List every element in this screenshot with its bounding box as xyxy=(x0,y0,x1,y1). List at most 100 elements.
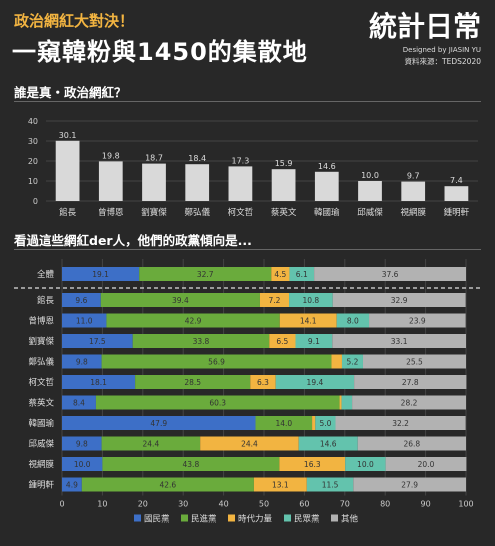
data-label: 17.5 xyxy=(89,337,106,346)
data-label: 25.5 xyxy=(406,358,423,367)
data-label: 33.8 xyxy=(193,337,210,346)
data-label: 14.6 xyxy=(320,440,337,449)
bar-segment xyxy=(315,416,336,430)
data-label: 14.6 xyxy=(318,162,336,171)
x-tick-label: 劉寶傑 xyxy=(141,207,167,218)
y-tick-label: 40 xyxy=(28,117,38,126)
bar-segment xyxy=(62,457,103,471)
data-label: 24.4 xyxy=(143,440,160,449)
x-tick-label: 韓國瑜 xyxy=(314,207,340,218)
legend-swatch xyxy=(284,514,291,522)
legend-swatch xyxy=(331,514,338,522)
data-label: 8.0 xyxy=(347,317,359,326)
bar xyxy=(271,169,296,201)
bar-segment xyxy=(345,457,386,471)
bar-segment xyxy=(106,313,280,328)
bar xyxy=(55,140,80,201)
data-label: 15.9 xyxy=(275,159,293,168)
bar-segment xyxy=(341,395,353,410)
legend-label: 民進黨 xyxy=(191,514,217,525)
y-tick-label: 視網膜 xyxy=(28,459,54,470)
bar-segment xyxy=(200,436,299,451)
bar-segment xyxy=(314,267,466,281)
data-label: 17.3 xyxy=(231,156,249,165)
data-label: 10.8 xyxy=(303,296,320,305)
data-label: 18.4 xyxy=(188,154,206,163)
brand-block: 統計日常 der Designed by JIASIN YU 資料來源：TEDS… xyxy=(369,12,481,67)
data-label: 6.1 xyxy=(296,270,308,279)
data-label: 20.0 xyxy=(418,460,435,469)
data-label: 9.7 xyxy=(407,172,420,181)
bar-segment xyxy=(385,457,467,471)
data-label: 19.1 xyxy=(92,270,109,279)
data-label: 5.0 xyxy=(319,419,331,428)
bar-segment xyxy=(353,477,466,492)
y-tick-label: 30 xyxy=(28,137,38,146)
x-tick-label: 50 xyxy=(259,500,269,509)
bar-segment xyxy=(332,334,466,348)
bar-segment xyxy=(255,416,313,430)
x-tick-label: 30 xyxy=(178,500,188,509)
x-tick-label: 70 xyxy=(340,500,350,509)
bar-segment xyxy=(95,395,340,410)
y-tick-label: 邱威傑 xyxy=(28,439,54,450)
data-label: 28.2 xyxy=(401,399,418,408)
bar-segment xyxy=(101,436,201,451)
bar-segment xyxy=(271,267,290,281)
bar-segment xyxy=(336,313,370,328)
data-label: 11.5 xyxy=(322,481,339,490)
data-label: 4.5 xyxy=(274,270,286,279)
y-tick-label: 劉寶傑 xyxy=(28,336,54,347)
data-label: 18.1 xyxy=(90,378,107,387)
bar-segment xyxy=(62,354,102,369)
data-label: 33.1 xyxy=(391,337,408,346)
bar xyxy=(401,181,426,201)
data-label: 39.4 xyxy=(172,296,189,305)
data-label: 27.8 xyxy=(402,378,419,387)
x-tick-label: 蔡英文 xyxy=(271,207,297,218)
data-label: 6.5 xyxy=(276,337,288,346)
bar-segment xyxy=(62,477,82,492)
data-label: 30.1 xyxy=(59,131,77,140)
legend-label: 國民黨 xyxy=(144,514,170,525)
data-label: 14.0 xyxy=(275,419,292,428)
bar-segment xyxy=(62,436,102,451)
data-label: 14.1 xyxy=(300,317,317,326)
bar-segment xyxy=(135,375,251,389)
x-tick-label: 80 xyxy=(380,500,390,509)
bar-segment xyxy=(62,416,256,430)
bar-segment xyxy=(275,375,355,389)
bar-segment xyxy=(341,354,363,369)
bar-segment xyxy=(62,293,101,307)
bar-segment xyxy=(102,457,280,471)
bar-segment xyxy=(352,395,466,410)
data-label: 26.8 xyxy=(404,440,421,449)
bar-segment xyxy=(289,293,333,307)
data-label: 32.2 xyxy=(392,419,409,428)
section1-title: 誰是真・政治網紅？ xyxy=(14,85,127,100)
bar-segment xyxy=(62,334,133,348)
data-label: 9.8 xyxy=(76,440,88,449)
legend-label: 其他 xyxy=(341,514,359,525)
x-tick-label: 曾博恩 xyxy=(98,207,124,218)
data-label: 13.1 xyxy=(272,481,289,490)
x-tick-label: 60 xyxy=(299,500,309,509)
bar xyxy=(185,164,210,201)
data-label: 27.9 xyxy=(401,481,418,490)
data-label: 47.9 xyxy=(150,419,167,428)
data-label: 56.9 xyxy=(208,358,225,367)
data-label: 6.3 xyxy=(257,378,269,387)
data-label: 10.0 xyxy=(74,460,91,469)
bar-segment xyxy=(100,293,260,307)
bar-segment xyxy=(259,293,290,307)
designed-by: Designed by JIASIN YU xyxy=(402,46,481,54)
y-tick-label: 蔡英文 xyxy=(28,398,54,409)
x-tick-label: 90 xyxy=(421,500,431,509)
data-label: 60.3 xyxy=(209,399,226,408)
data-label: 9.6 xyxy=(75,296,87,305)
bar-segment xyxy=(62,395,96,410)
y-tick-label: 館長 xyxy=(37,295,55,306)
bar-segment xyxy=(62,375,136,389)
x-tick-label: 鄭弘儀 xyxy=(184,207,210,218)
bar-segment xyxy=(81,477,254,492)
